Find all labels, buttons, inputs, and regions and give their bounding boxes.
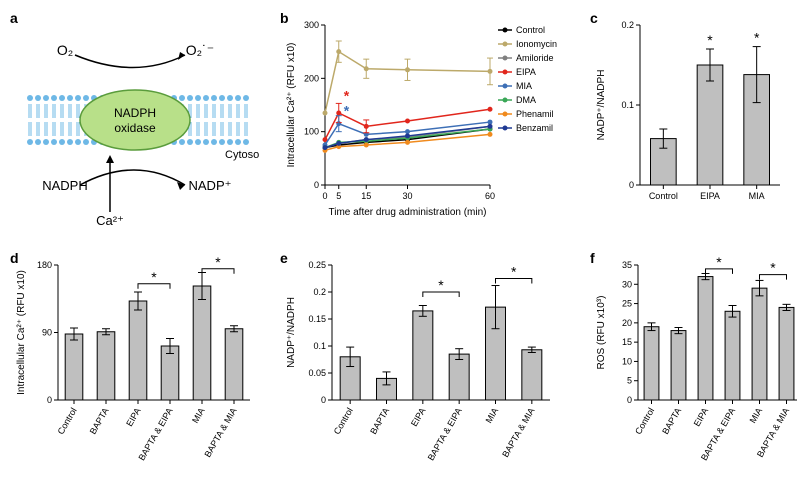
svg-text:90: 90 bbox=[42, 328, 52, 338]
svg-text:0: 0 bbox=[47, 395, 52, 405]
svg-text:EIPA: EIPA bbox=[409, 406, 428, 428]
svg-text:*: * bbox=[511, 264, 517, 280]
panel-b-svg: 010020030005153060Time after drug admini… bbox=[280, 10, 580, 235]
svg-text:Cytosol: Cytosol bbox=[225, 149, 260, 161]
svg-text:300: 300 bbox=[304, 20, 319, 30]
panel-a-label: a bbox=[10, 10, 18, 26]
panel-f-svg: 0 5 10 15 20 25 30 35 ROS (RFU x10³) ControlBAPTA… bbox=[590, 250, 797, 485]
svg-text:30: 30 bbox=[402, 191, 412, 201]
svg-text:EIPA: EIPA bbox=[124, 406, 143, 428]
panel-a-svg: NADPHoxidaseO₂O₂˙⁻NADPHNADP⁺Ca²⁺Cytosol bbox=[10, 10, 260, 230]
svg-text:Control: Control bbox=[633, 406, 656, 436]
svg-text:O₂˙⁻: O₂˙⁻ bbox=[186, 42, 214, 58]
svg-text:0.05: 0.05 bbox=[308, 368, 326, 378]
panel-f: f 0 5 10 15 20 25 30 35 ROS (RFU x10³) ControlBAP… bbox=[590, 250, 790, 490]
svg-text:ROS (RFU x10³): ROS (RFU x10³) bbox=[596, 296, 607, 370]
svg-text:*: * bbox=[770, 260, 776, 276]
svg-text:5: 5 bbox=[336, 191, 341, 201]
svg-text:0: 0 bbox=[314, 180, 319, 190]
svg-text:*: * bbox=[151, 269, 157, 285]
svg-text:15: 15 bbox=[622, 337, 632, 347]
svg-text:BAPTA & EIPA: BAPTA & EIPA bbox=[426, 406, 464, 462]
svg-text:BAPTA: BAPTA bbox=[368, 406, 391, 436]
svg-text:0: 0 bbox=[322, 191, 327, 201]
panel-e: e 0 0.05 0.1 0.15 0.2 0.25 NADP⁺/NADPH Control B… bbox=[280, 250, 580, 490]
svg-text:0: 0 bbox=[321, 395, 326, 405]
svg-text:Benzamil: Benzamil bbox=[516, 123, 553, 133]
figure-grid: a NADPHoxidaseO₂O₂˙⁻NADPHNADP⁺Ca²⁺Cytoso… bbox=[10, 10, 787, 490]
svg-text:0.25: 0.25 bbox=[308, 260, 326, 270]
svg-text:Amiloride: Amiloride bbox=[516, 53, 554, 63]
panel-d: d 0 90 180 Intracellular Ca²⁺ (RFU x10) Cont… bbox=[10, 250, 270, 490]
svg-text:15: 15 bbox=[361, 191, 371, 201]
svg-text:Control: Control bbox=[332, 406, 355, 436]
svg-text:35: 35 bbox=[622, 260, 632, 270]
panel-e-svg: 0 0.05 0.1 0.15 0.2 0.25 NADP⁺/NADPH Control BAP… bbox=[280, 250, 560, 485]
svg-text:Phenamil: Phenamil bbox=[516, 109, 554, 119]
svg-text:Control: Control bbox=[516, 25, 545, 35]
panel-d-svg: 0 90 180 Intracellular Ca²⁺ (RFU x10) Contro… bbox=[10, 250, 260, 485]
svg-text:MIA: MIA bbox=[190, 406, 207, 425]
svg-text:25: 25 bbox=[622, 299, 632, 309]
svg-text:*: * bbox=[344, 88, 350, 104]
svg-text:*: * bbox=[438, 277, 444, 293]
panel-a: a NADPHoxidaseO₂O₂˙⁻NADPHNADP⁺Ca²⁺Cytoso… bbox=[10, 10, 270, 240]
svg-text:Ca²⁺: Ca²⁺ bbox=[96, 213, 124, 228]
panel-b: b 010020030005153060Time after drug admi… bbox=[280, 10, 580, 240]
svg-text:NADPH: NADPH bbox=[114, 106, 156, 120]
svg-text:MIA: MIA bbox=[749, 191, 765, 201]
svg-text:NADP⁺/NADPH: NADP⁺/NADPH bbox=[596, 70, 607, 141]
svg-text:DMA: DMA bbox=[516, 95, 536, 105]
svg-text:O₂: O₂ bbox=[57, 42, 73, 58]
svg-text:Ionomycin: Ionomycin bbox=[516, 39, 557, 49]
panel-e-label: e bbox=[280, 250, 288, 266]
svg-text:30: 30 bbox=[622, 279, 632, 289]
svg-text:NADP⁺/NADPH: NADP⁺/NADPH bbox=[286, 297, 297, 368]
svg-text:EIPA: EIPA bbox=[516, 67, 536, 77]
svg-text:EIPA: EIPA bbox=[692, 406, 711, 428]
svg-text:5: 5 bbox=[627, 376, 632, 386]
svg-text:0.1: 0.1 bbox=[313, 341, 326, 351]
svg-text:MIA: MIA bbox=[516, 81, 532, 91]
svg-text:BAPTA & EIPA: BAPTA & EIPA bbox=[136, 406, 174, 462]
svg-text:NADPH: NADPH bbox=[42, 178, 88, 193]
svg-text:BAPTA & MIA: BAPTA & MIA bbox=[202, 406, 238, 459]
svg-text:0.2: 0.2 bbox=[621, 20, 634, 30]
svg-text:*: * bbox=[754, 30, 760, 46]
svg-text:NADP⁺: NADP⁺ bbox=[189, 178, 232, 193]
svg-text:MIA: MIA bbox=[484, 406, 501, 425]
panel-f-label: f bbox=[590, 250, 595, 266]
svg-text:BAPTA: BAPTA bbox=[88, 406, 111, 436]
svg-text:Intracellular Ca²⁺ (RFU x10): Intracellular Ca²⁺ (RFU x10) bbox=[16, 270, 27, 395]
svg-text:*: * bbox=[716, 254, 722, 270]
svg-text:180: 180 bbox=[37, 260, 52, 270]
svg-text:BAPTA: BAPTA bbox=[660, 406, 683, 436]
panel-d-label: d bbox=[10, 250, 19, 266]
svg-text:100: 100 bbox=[304, 127, 319, 137]
svg-text:*: * bbox=[215, 254, 221, 270]
svg-text:0.1: 0.1 bbox=[621, 100, 634, 110]
svg-text:200: 200 bbox=[304, 73, 319, 83]
panel-b-label: b bbox=[280, 10, 289, 26]
svg-text:Time after drug administration: Time after drug administration (min) bbox=[328, 207, 486, 218]
svg-text:60: 60 bbox=[485, 191, 495, 201]
panel-c-svg: 0 0.1 0.2 NADP⁺/NADPH Control EIPA * MIA * bbox=[590, 10, 790, 235]
svg-text:10: 10 bbox=[622, 356, 632, 366]
svg-text:20: 20 bbox=[622, 318, 632, 328]
svg-text:EIPA: EIPA bbox=[700, 191, 720, 201]
svg-text:0: 0 bbox=[627, 395, 632, 405]
svg-text:BAPTA & MIA: BAPTA & MIA bbox=[500, 406, 536, 459]
svg-text:Control: Control bbox=[649, 191, 678, 201]
svg-text:oxidase: oxidase bbox=[114, 121, 156, 135]
svg-text:0: 0 bbox=[629, 180, 634, 190]
svg-text:*: * bbox=[707, 32, 713, 48]
svg-text:*: * bbox=[344, 103, 350, 119]
svg-text:Control: Control bbox=[56, 406, 79, 436]
panel-c-label: c bbox=[590, 10, 598, 26]
svg-text:0.2: 0.2 bbox=[313, 287, 326, 297]
svg-text:MIA: MIA bbox=[748, 406, 765, 425]
panel-c: c 0 0.1 0.2 NADP⁺/NADPH Control EIPA * MIA * bbox=[590, 10, 790, 240]
svg-text:0.15: 0.15 bbox=[308, 314, 326, 324]
svg-text:Intracellular Ca²⁺ (RFU x10): Intracellular Ca²⁺ (RFU x10) bbox=[286, 43, 297, 168]
